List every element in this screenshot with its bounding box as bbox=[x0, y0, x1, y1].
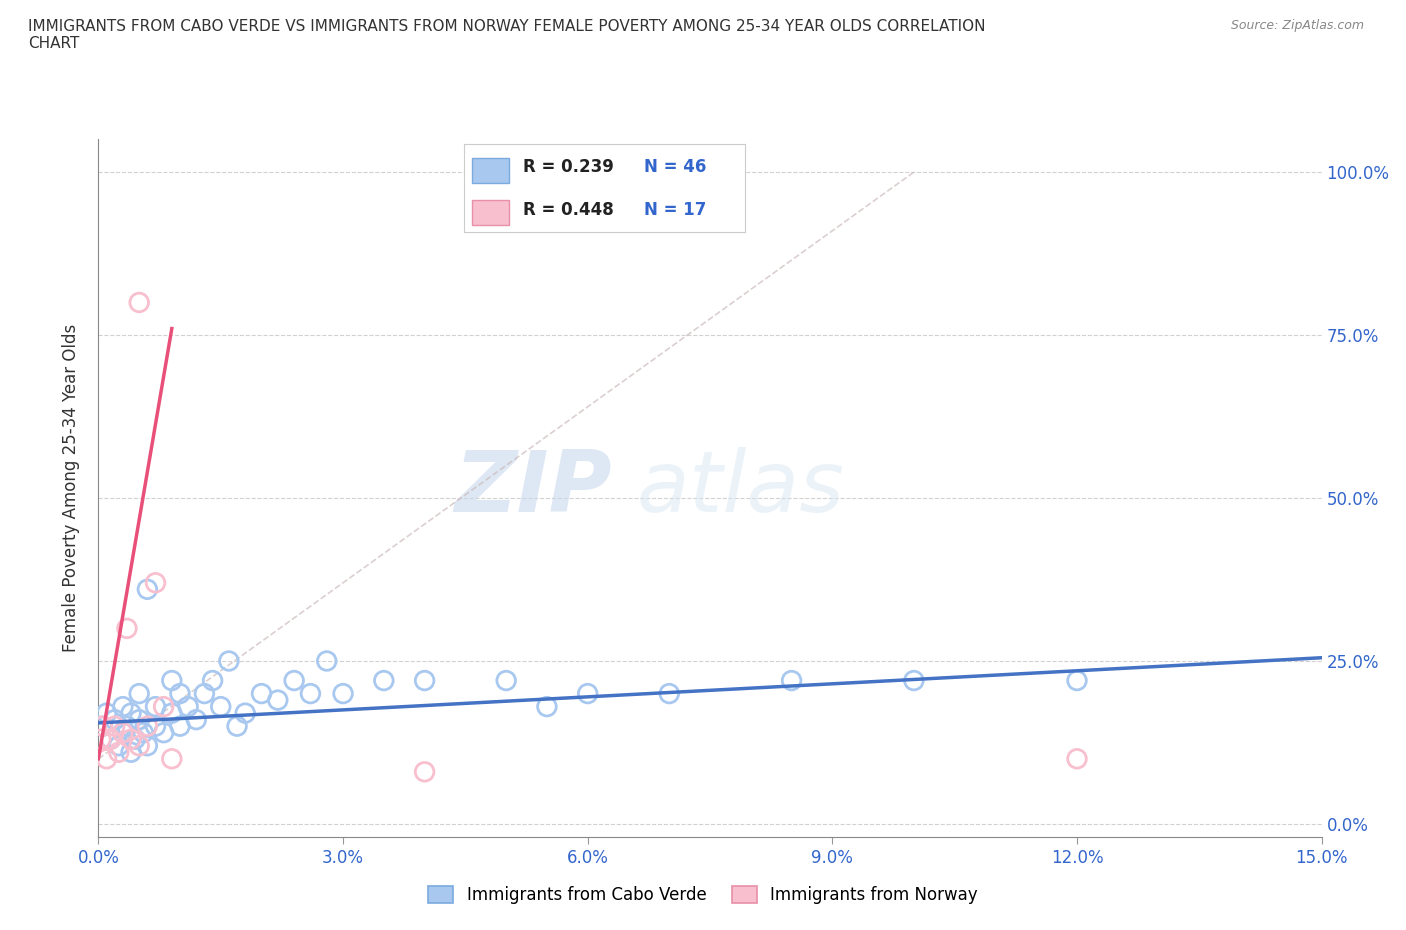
Point bbox=[495, 673, 517, 688]
Point bbox=[160, 751, 183, 766]
Text: IMMIGRANTS FROM CABO VERDE VS IMMIGRANTS FROM NORWAY FEMALE POVERTY AMONG 25-34 : IMMIGRANTS FROM CABO VERDE VS IMMIGRANTS… bbox=[28, 19, 986, 51]
Point bbox=[91, 719, 114, 734]
Point bbox=[108, 745, 131, 760]
Point bbox=[536, 699, 558, 714]
Point bbox=[124, 732, 146, 747]
Point bbox=[90, 732, 112, 747]
Point bbox=[120, 732, 142, 747]
Point bbox=[111, 725, 134, 740]
Point bbox=[1066, 673, 1088, 688]
Point bbox=[136, 719, 159, 734]
Point bbox=[177, 699, 200, 714]
Text: Source: ZipAtlas.com: Source: ZipAtlas.com bbox=[1230, 19, 1364, 32]
Point bbox=[132, 725, 155, 740]
Legend: Immigrants from Cabo Verde, Immigrants from Norway: Immigrants from Cabo Verde, Immigrants f… bbox=[420, 878, 986, 912]
Point bbox=[128, 712, 150, 727]
Text: ZIP: ZIP bbox=[454, 446, 612, 530]
Point bbox=[201, 673, 224, 688]
Point bbox=[96, 706, 118, 721]
Point bbox=[145, 719, 167, 734]
Text: R = 0.239: R = 0.239 bbox=[523, 158, 614, 176]
Point bbox=[169, 686, 191, 701]
Point bbox=[576, 686, 599, 701]
Point bbox=[145, 699, 167, 714]
Point bbox=[250, 686, 273, 701]
Point bbox=[413, 673, 436, 688]
Point bbox=[332, 686, 354, 701]
Point bbox=[152, 699, 174, 714]
Point bbox=[658, 686, 681, 701]
Point bbox=[373, 673, 395, 688]
Point bbox=[283, 673, 305, 688]
Point bbox=[120, 706, 142, 721]
Point bbox=[100, 732, 122, 747]
Point bbox=[152, 725, 174, 740]
Point bbox=[186, 712, 208, 727]
Point bbox=[267, 693, 290, 708]
Y-axis label: Female Poverty Among 25-34 Year Olds: Female Poverty Among 25-34 Year Olds bbox=[62, 325, 80, 652]
Point bbox=[115, 621, 138, 636]
Point bbox=[111, 699, 134, 714]
Point bbox=[299, 686, 322, 701]
Point bbox=[104, 719, 127, 734]
Text: atlas: atlas bbox=[637, 446, 845, 530]
Point bbox=[780, 673, 803, 688]
Point bbox=[193, 686, 215, 701]
Point bbox=[115, 719, 138, 734]
Point bbox=[226, 719, 249, 734]
Point bbox=[233, 706, 256, 721]
Point bbox=[903, 673, 925, 688]
Bar bbox=[472, 200, 509, 225]
Point bbox=[160, 706, 183, 721]
Point bbox=[104, 712, 127, 727]
Point bbox=[1066, 751, 1088, 766]
Point bbox=[413, 764, 436, 779]
Point bbox=[218, 654, 240, 669]
Point bbox=[160, 673, 183, 688]
Text: N = 46: N = 46 bbox=[644, 158, 706, 176]
Point bbox=[128, 295, 150, 310]
Bar bbox=[472, 157, 509, 183]
Point bbox=[100, 732, 122, 747]
Point bbox=[111, 725, 134, 740]
Point bbox=[136, 738, 159, 753]
Text: R = 0.448: R = 0.448 bbox=[523, 201, 614, 219]
Point bbox=[315, 654, 337, 669]
Point bbox=[136, 582, 159, 597]
Point bbox=[96, 751, 118, 766]
Point bbox=[169, 719, 191, 734]
Text: N = 17: N = 17 bbox=[644, 201, 706, 219]
Point bbox=[145, 576, 167, 591]
Point bbox=[108, 738, 131, 753]
Point bbox=[128, 738, 150, 753]
Point bbox=[120, 745, 142, 760]
Point bbox=[91, 719, 114, 734]
Point bbox=[209, 699, 232, 714]
Point bbox=[128, 686, 150, 701]
